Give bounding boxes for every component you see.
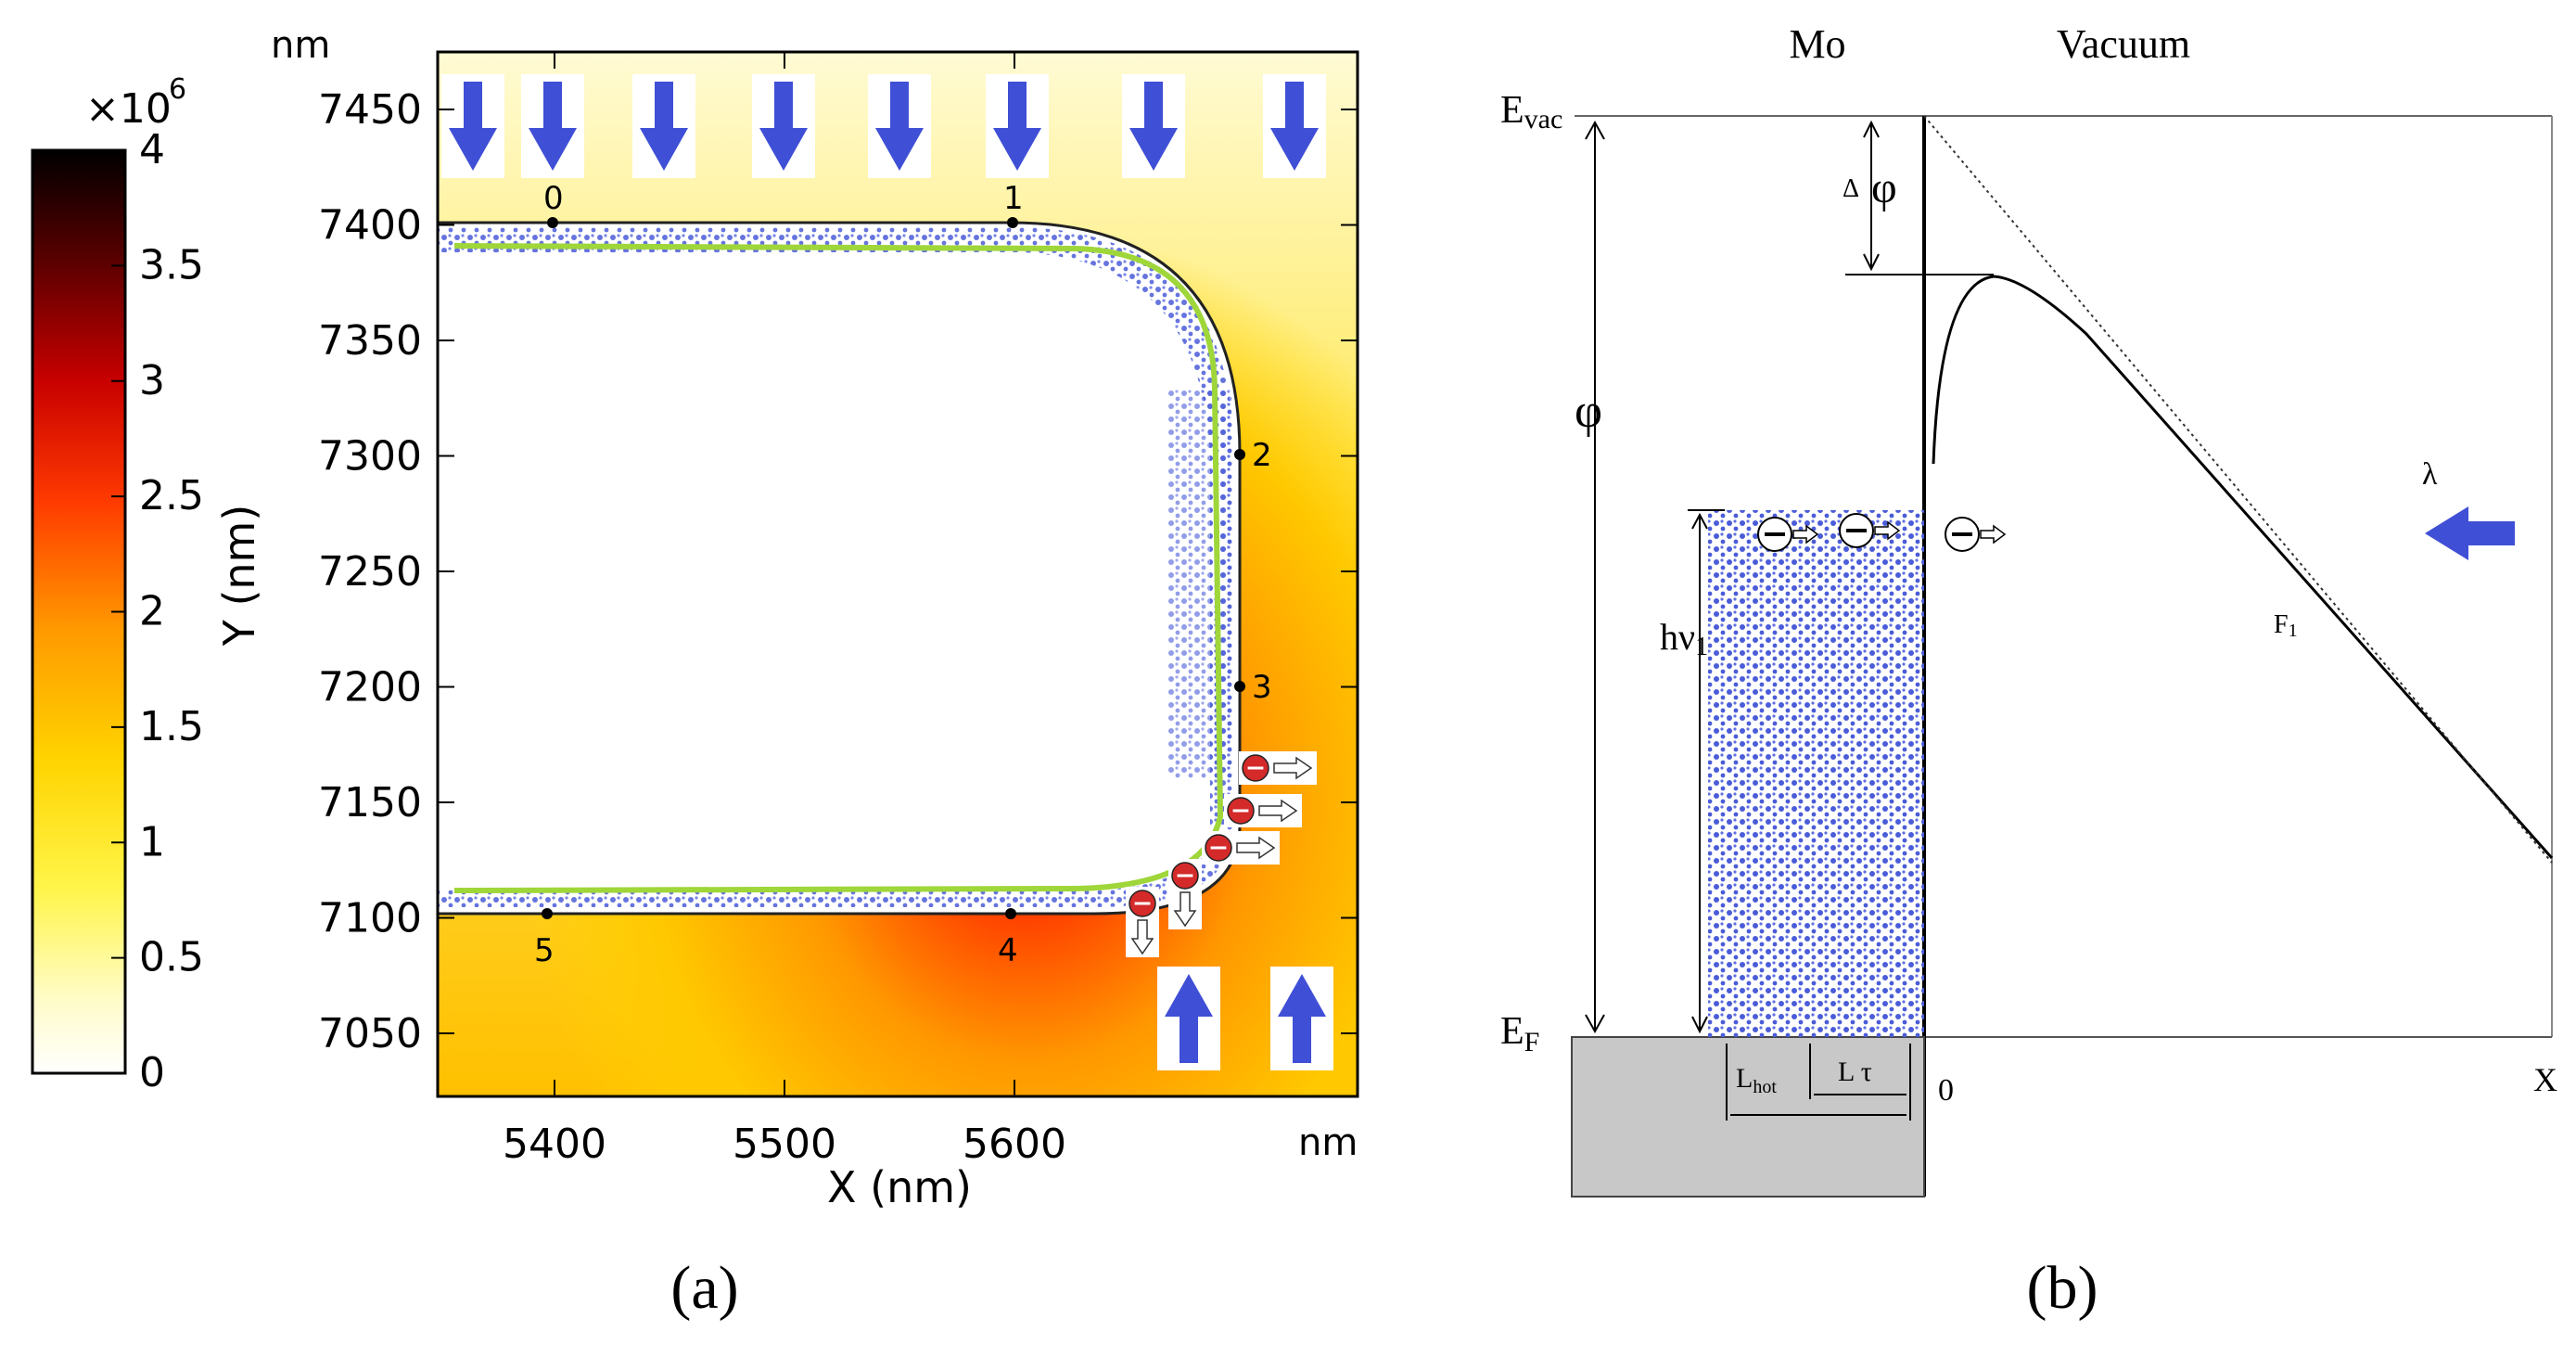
solid-region bbox=[438, 221, 1242, 916]
y-tick-label: 7100 bbox=[318, 895, 422, 942]
down-arrow-icon bbox=[1129, 82, 1178, 171]
right-arrow-icon bbox=[1273, 756, 1313, 780]
colorbar-multiplier: ×10 bbox=[85, 85, 172, 133]
down-arrow-icon bbox=[640, 82, 688, 171]
x-axis-ticks: 5400 5500 5600 bbox=[503, 52, 1066, 1168]
point-label-1: 1 bbox=[1003, 180, 1024, 217]
region-vacuum: Vacuum bbox=[2057, 21, 2190, 67]
phi-label: φ bbox=[1575, 385, 1602, 438]
colorbar-tick-label: 1 bbox=[139, 818, 165, 865]
colorbar-ticks: 4 3.5 3 2.5 2 1.5 1 0.5 0 bbox=[111, 126, 204, 1096]
down-arrow-icon bbox=[529, 82, 577, 171]
right-arrow-icon bbox=[1258, 799, 1298, 823]
hot-electrons bbox=[1757, 513, 2007, 552]
colorbar-tick-label: 0.5 bbox=[139, 934, 204, 981]
x-axis-label-b: X bbox=[2533, 1061, 2557, 1098]
colorbar-tick-label: 0 bbox=[139, 1049, 165, 1096]
point-label-4: 4 bbox=[998, 932, 1018, 969]
y-tick-label: 7400 bbox=[318, 202, 422, 250]
particle-cluster-right bbox=[1168, 390, 1233, 779]
y-tick-label: 7150 bbox=[318, 779, 422, 826]
e-f-label: EF bbox=[1500, 1010, 1539, 1057]
panel-b: Mo Vacuum Evac EF φ Δ φ hν1 λ F1 bbox=[1500, 21, 2557, 1322]
point-label-0: 0 bbox=[543, 180, 564, 217]
point-label-5: 5 bbox=[534, 932, 555, 969]
y-tick-label: 7300 bbox=[318, 433, 422, 480]
y-tick-label: 7250 bbox=[318, 548, 422, 596]
e-vac-label: Evac bbox=[1500, 89, 1562, 134]
y-tick-label: 7350 bbox=[318, 317, 422, 365]
incoming-arrows-bottom bbox=[1157, 967, 1333, 1070]
colorbar-gradient bbox=[31, 148, 127, 1075]
colorbar-tick-label: 2 bbox=[139, 588, 165, 635]
metal-block bbox=[1571, 1036, 1925, 1198]
right-arrow-icon bbox=[1236, 836, 1276, 860]
right-arrow-icon bbox=[1874, 520, 1901, 541]
f-label: F1 bbox=[2274, 610, 2298, 641]
right-arrow-icon bbox=[1980, 524, 2007, 544]
plot-frame bbox=[436, 50, 1359, 1098]
colorbar: ×10 6 4 3.5 3 2.5 2 1.5 1 0.5 0 bbox=[31, 73, 204, 1096]
hnu-label: hν1 bbox=[1660, 616, 1708, 661]
lambda-label: λ bbox=[2422, 457, 2438, 492]
particle-band bbox=[438, 227, 1233, 907]
colorbar-exponent: 6 bbox=[169, 73, 186, 106]
colorbar-tick-label: 3 bbox=[139, 357, 165, 404]
panel-a: ×10 6 4 3.5 3 2.5 2 1.5 1 0.5 0 0 1 2 3 bbox=[31, 24, 1359, 1322]
down-arrow-icon bbox=[1130, 919, 1154, 955]
down-arrow-icon bbox=[1270, 82, 1319, 171]
up-arrow-icon bbox=[1278, 974, 1326, 1063]
colorbar-tick-label: 2.5 bbox=[139, 472, 204, 519]
l-hot-label: Lhot bbox=[1736, 1063, 1777, 1097]
y-axis-label: Y (nm) bbox=[214, 505, 264, 647]
x-axis-label: X (nm) bbox=[827, 1162, 972, 1212]
emitted-electrons bbox=[1126, 751, 1317, 957]
contour-line bbox=[453, 243, 1224, 893]
point-label-3: 3 bbox=[1252, 669, 1272, 706]
y-tick-label: 7200 bbox=[318, 664, 422, 711]
up-arrow-icon bbox=[1165, 974, 1213, 1063]
marker-points: 0 1 2 3 4 5 bbox=[534, 180, 1272, 969]
delta-phi-label: φ bbox=[1871, 163, 1897, 212]
origin-label: 0 bbox=[1938, 1073, 1954, 1108]
point-label-2: 2 bbox=[1252, 437, 1272, 474]
light-arrow bbox=[2425, 506, 2515, 560]
image-potential-line bbox=[1923, 115, 2553, 864]
region-mo: Mo bbox=[1789, 21, 1845, 67]
corner-unit-right: nm bbox=[1298, 1121, 1358, 1164]
x-tick-label: 5500 bbox=[733, 1121, 836, 1168]
field-plot bbox=[438, 52, 1358, 1096]
right-arrow-icon bbox=[1792, 524, 1819, 544]
delta-label: Δ bbox=[1843, 174, 1859, 203]
potential-barrier-curve bbox=[1932, 275, 2554, 859]
x-tick-label: 5400 bbox=[503, 1121, 606, 1168]
l-tau-label: L τ bbox=[1838, 1057, 1872, 1087]
down-arrow-icon bbox=[993, 82, 1041, 171]
incoming-arrows-top bbox=[441, 74, 1326, 178]
colorbar-tick-label: 4 bbox=[139, 126, 165, 173]
down-arrow-icon bbox=[1173, 891, 1197, 928]
x-tick-label: 5600 bbox=[963, 1121, 1066, 1168]
caption-a: (a) bbox=[670, 1254, 738, 1322]
caption-b: (b) bbox=[2027, 1254, 2098, 1322]
y-tick-label: 7050 bbox=[318, 1010, 422, 1057]
down-arrow-icon bbox=[759, 82, 808, 171]
down-arrow-icon bbox=[875, 82, 924, 171]
y-tick-label: 7450 bbox=[318, 86, 422, 134]
corner-unit-top: nm bbox=[271, 24, 330, 67]
down-arrow-icon bbox=[449, 82, 497, 171]
hot-electron-region bbox=[1708, 510, 1924, 1037]
y-axis-ticks: 7450 7400 7350 7300 7250 7200 7150 7100 7050 bbox=[318, 86, 1358, 1057]
colorbar-tick-label: 1.5 bbox=[139, 703, 204, 750]
colorbar-tick-label: 3.5 bbox=[139, 241, 204, 288]
